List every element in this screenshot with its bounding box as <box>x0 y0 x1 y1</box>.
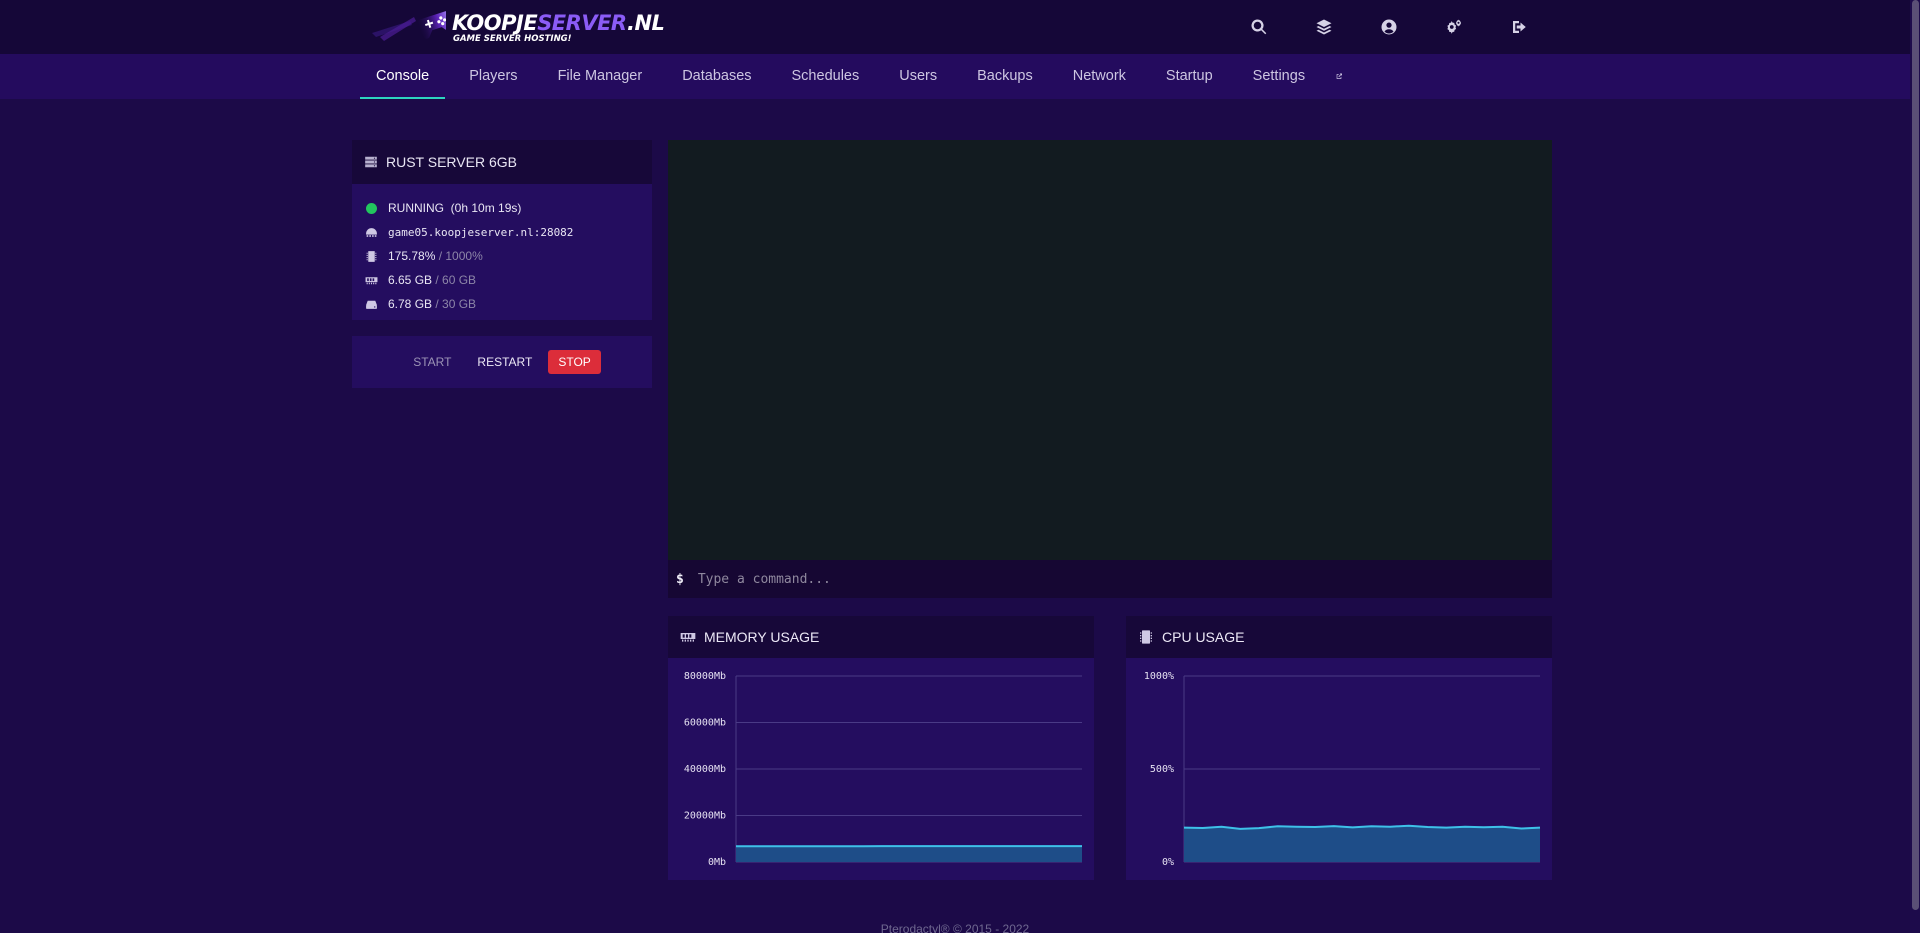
cpu-chart-y-tick-label: 0% <box>1162 857 1174 868</box>
command-bar: $ <box>668 560 1552 598</box>
console-output[interactable] <box>668 140 1552 560</box>
brand-text: KOOPJESERVER.NL GAME SERVER HOSTING! <box>452 11 665 44</box>
server-header: RUST SERVER 6GB <box>352 140 652 184</box>
scrollbar-thumb[interactable] <box>1912 0 1919 910</box>
command-input[interactable] <box>697 571 1518 587</box>
server-name: RUST SERVER 6GB <box>386 154 517 170</box>
command-prompt: $ <box>676 571 684 587</box>
cpu-chart: 0% 500% 1000% <box>1126 658 1552 880</box>
cogs-icon[interactable] <box>1443 16 1465 38</box>
tab-schedules[interactable]: Schedules <box>791 68 860 84</box>
brand-tagline: GAME SERVER HOSTING! <box>453 34 572 44</box>
user-circle-icon[interactable] <box>1378 16 1400 38</box>
disk-row: 6.78 GB / 30 GB <box>364 292 640 316</box>
tab-network[interactable]: Network <box>1072 68 1126 84</box>
tab-list: Console Players File Manager Databases S… <box>360 54 1357 99</box>
top-icons <box>1248 16 1573 38</box>
tab-settings[interactable]: Settings <box>1252 68 1306 84</box>
tab-backups[interactable]: Backups <box>977 68 1033 84</box>
brand-logo[interactable]: KOOPJESERVER.NL GAME SERVER HOSTING! <box>370 10 665 46</box>
disk-limit: / 30 GB <box>435 297 477 311</box>
cpu-chart-svg: 0% 500% 1000% <box>1144 671 1541 868</box>
tab-console[interactable]: Console <box>360 54 446 99</box>
brand-name: KOOPJESERVER.NL <box>452 11 665 35</box>
network-wired-icon <box>365 227 377 237</box>
microchip-icon <box>1140 630 1152 644</box>
server-info-card: RUST SERVER 6GB RUNNING (0h 10m 19s) gam… <box>352 140 652 320</box>
microchip-icon <box>366 250 376 262</box>
cpu-limit: / 1000% <box>438 249 483 263</box>
memory-used: 6.65 GB <box>388 273 433 287</box>
disk-used: 6.78 GB <box>388 297 433 311</box>
memory-chart-card: MEMORY USAGE 0Mb 20000Mb 40000Mb 60000Mb 800… <box>668 616 1094 880</box>
cpu-chart-title: CPU USAGE <box>1162 629 1245 645</box>
tab-startup[interactable]: Startup <box>1165 68 1213 84</box>
footer-copyright: Pterodactyl® © 2015 - 2022 <box>880 922 1030 933</box>
power-controls: START RESTART STOP <box>352 336 652 388</box>
top-bar: KOOPJESERVER.NL GAME SERVER HOSTING! <box>0 0 1910 54</box>
cpu-chart-series-line <box>1183 824 1541 830</box>
restart-button[interactable]: RESTART <box>477 355 533 369</box>
status-dot-icon <box>365 202 377 214</box>
cpu-chart-y-tick-label: 1000% <box>1144 671 1174 682</box>
server-stats: RUNNING (0h 10m 19s) game05.koopjeserver… <box>352 184 652 320</box>
server-address[interactable]: game05.koopjeserver.nl:28082 <box>388 225 574 239</box>
uptime-text: (0h 10m 19s) <box>450 201 522 215</box>
memory-chart-header: MEMORY USAGE <box>668 616 1094 658</box>
tab-file-manager[interactable]: File Manager <box>557 68 643 84</box>
memory-chart: 0Mb 20000Mb 40000Mb 60000Mb 80000Mb <box>668 658 1094 880</box>
cpu-chart-series-area <box>1184 825 1540 862</box>
address-row: game05.koopjeserver.nl:28082 <box>364 220 640 244</box>
stop-button[interactable]: STOP <box>548 350 601 374</box>
layers-icon[interactable] <box>1313 16 1335 38</box>
memory-chart-title: MEMORY USAGE <box>704 629 820 645</box>
server-nav: Console Players File Manager Databases S… <box>0 54 1910 99</box>
cpu-chart-card: CPU USAGE 0% 500% 1000% <box>1126 616 1552 880</box>
memory-chart-y-tick-label: 20000Mb <box>684 811 726 822</box>
server-icon <box>365 156 377 168</box>
memory-chart-y-tick-label: 40000Mb <box>684 764 726 775</box>
memory-row: 6.65 GB / 60 GB <box>364 268 640 292</box>
tab-players[interactable]: Players <box>469 68 518 84</box>
start-button[interactable]: START <box>413 355 452 369</box>
page-scrollbar[interactable] <box>1910 0 1920 933</box>
memory-chart-svg: 0Mb 20000Mb 40000Mb 60000Mb 80000Mb <box>684 671 1082 868</box>
tab-external-link[interactable] <box>1329 54 1349 99</box>
search-icon[interactable] <box>1248 16 1270 38</box>
tab-databases[interactable]: Databases <box>682 68 752 84</box>
status-text: RUNNING <box>388 201 444 215</box>
memory-chart-y-tick-label: 80000Mb <box>684 671 726 682</box>
memory-chart-y-tick-label: 60000Mb <box>684 718 726 729</box>
cpu-used: 175.78% <box>388 249 436 263</box>
memory-chart-series-area <box>736 846 1082 862</box>
sign-out-icon[interactable] <box>1508 16 1530 38</box>
cpu-chart-header: CPU USAGE <box>1126 616 1552 658</box>
status-row: RUNNING (0h 10m 19s) <box>364 196 640 220</box>
hdd-icon <box>365 300 377 309</box>
memory-icon <box>365 276 377 284</box>
cpu-chart-y-tick-label: 500% <box>1150 764 1174 775</box>
cpu-row: 175.78% / 1000% <box>364 244 640 268</box>
external-link-icon <box>1336 73 1343 79</box>
memory-icon <box>680 633 696 642</box>
tab-users[interactable]: Users <box>899 68 938 84</box>
memory-chart-y-tick-label: 0Mb <box>708 857 726 868</box>
memory-limit: / 60 GB <box>435 273 477 287</box>
gamepad-logo-icon <box>372 11 446 41</box>
